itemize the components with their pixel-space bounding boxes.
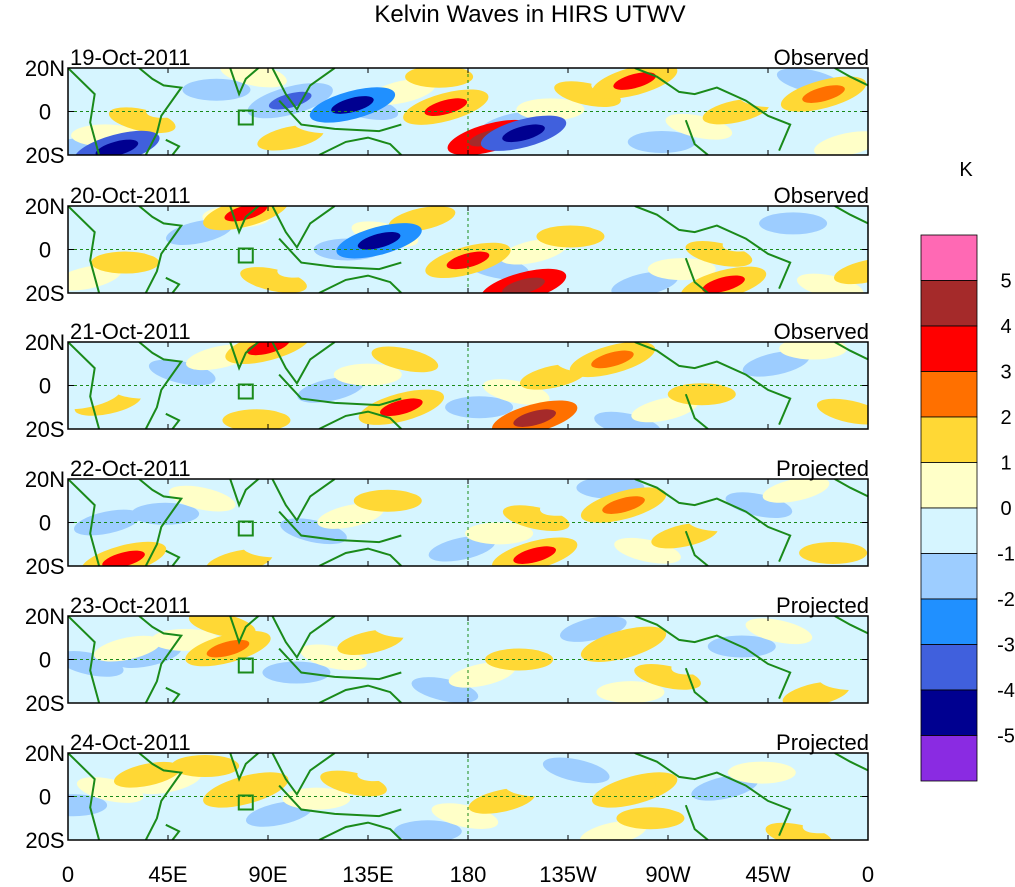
- panel-2: 20N 0 20S 20-Oct-2011 Observed: [25, 183, 903, 311]
- anomaly-blob: [759, 212, 827, 234]
- colorbar-label: -4: [997, 680, 1015, 702]
- y-tick-label: 0: [39, 785, 51, 810]
- panel-kind-label: Projected: [776, 456, 869, 481]
- colorbar-swatch: [921, 736, 977, 782]
- colorbar-unit: K: [959, 159, 973, 181]
- y-tick-label: 0: [39, 100, 51, 125]
- y-tick-label: 20N: [25, 741, 65, 766]
- kelvin-wave-figure: Kelvin Waves in HIRS UTWV 20N 0 20S 19-Oct-…: [0, 0, 1015, 887]
- colorbar-label: 4: [1000, 316, 1011, 338]
- panel-field: [55, 607, 887, 712]
- x-tick-label: 135E: [342, 862, 393, 887]
- y-tick-label: 0: [39, 511, 51, 536]
- x-tick-label: 90E: [248, 862, 287, 887]
- y-tick-label: 0: [39, 238, 51, 263]
- colorbar-swatch: [921, 281, 977, 327]
- y-tick-label: 20S: [25, 828, 64, 853]
- y-tick-label: 0: [39, 648, 51, 673]
- panel-6: 20N 0 20S 24-Oct-2011 Projected: [25, 730, 872, 853]
- y-tick-label: 20S: [25, 281, 64, 306]
- colorbar-label: 5: [1000, 271, 1011, 293]
- anomaly-blob: [405, 66, 473, 88]
- y-tick-label: 20N: [25, 56, 65, 81]
- y-tick-label: 20N: [25, 467, 65, 492]
- x-tick-label: 45W: [745, 862, 790, 887]
- colorbar-swatch: [921, 690, 977, 736]
- colorbar: 5 4 3 2 1 0 -1 -2 -3 -4 -5 K: [921, 159, 1015, 781]
- colorbar-label: -5: [997, 726, 1015, 748]
- panel-date-label: 22-Oct-2011: [70, 456, 191, 481]
- colorbar-label: 0: [1000, 498, 1011, 520]
- x-tick-label: 135W: [539, 862, 597, 887]
- panel-1: 20N 0 20S 19-Oct-2011 Observed: [25, 45, 883, 173]
- colorbar-swatch: [921, 554, 977, 600]
- y-tick-label: 20N: [25, 194, 65, 219]
- panel-kind-label: Observed: [774, 45, 869, 70]
- anomaly-blob: [728, 762, 796, 784]
- colorbar-swatch: [921, 645, 977, 691]
- x-tick-label: 180: [450, 862, 487, 887]
- panel-date-label: 20-Oct-2011: [70, 183, 191, 208]
- panel-field: [32, 56, 882, 173]
- colorbar-swatch: [921, 599, 977, 645]
- colorbar-swatch: [921, 326, 977, 372]
- y-tick-label: 20S: [25, 554, 64, 579]
- colorbar-label: 3: [1000, 362, 1011, 384]
- anomaly-blob: [799, 542, 867, 564]
- x-tick-label: 45E: [148, 862, 187, 887]
- panel-4: 20N 0 20S 22-Oct-2011 Projected: [25, 456, 869, 584]
- colorbar-label: -2: [997, 589, 1015, 611]
- y-tick-label: 20N: [25, 604, 65, 629]
- y-tick-label: 20S: [25, 417, 64, 442]
- panel-3: 20N 0 20S 21-Oct-2011 Observed: [25, 319, 886, 443]
- x-tick-label: 0: [62, 862, 74, 887]
- x-axis: 0 45E 90E 135E 180 135W 90W 45W 0: [62, 862, 874, 887]
- panel-5: 20N 0 20S 23-Oct-2011 Projected: [25, 593, 887, 716]
- y-tick-label: 0: [39, 374, 51, 399]
- panel-kind-label: Observed: [774, 183, 869, 208]
- panel-field: [35, 468, 868, 585]
- colorbar-swatch: [921, 372, 977, 418]
- panel-date-label: 24-Oct-2011: [70, 730, 191, 755]
- colorbar-swatch: [921, 463, 977, 509]
- y-tick-label: 20N: [25, 330, 65, 355]
- y-tick-label: 20S: [25, 691, 64, 716]
- colorbar-swatch: [921, 235, 977, 281]
- anomaly-blob: [819, 668, 887, 690]
- colorbar-label: 1: [1000, 453, 1011, 475]
- anomaly-blob: [374, 616, 442, 638]
- colorbar-label: -3: [997, 635, 1015, 657]
- chart-title: Kelvin Waves in HIRS UTWV: [374, 1, 685, 28]
- colorbar-label: 2: [1000, 407, 1011, 429]
- panel-date-label: 21-Oct-2011: [70, 319, 191, 344]
- colorbar-swatch: [921, 508, 977, 554]
- colorbar-swatch: [921, 417, 977, 463]
- colorbar-label: -1: [997, 544, 1015, 566]
- x-tick-label: 0: [862, 862, 874, 887]
- panel-kind-label: Projected: [776, 730, 869, 755]
- y-tick-label: 20S: [25, 143, 64, 168]
- panel-date-label: 23-Oct-2011: [70, 593, 191, 618]
- panel-field: [39, 749, 871, 854]
- panel-date-label: 19-Oct-2011: [70, 45, 191, 70]
- panel-kind-label: Observed: [774, 319, 869, 344]
- x-tick-label: 90W: [645, 862, 690, 887]
- panel-kind-label: Projected: [776, 593, 869, 618]
